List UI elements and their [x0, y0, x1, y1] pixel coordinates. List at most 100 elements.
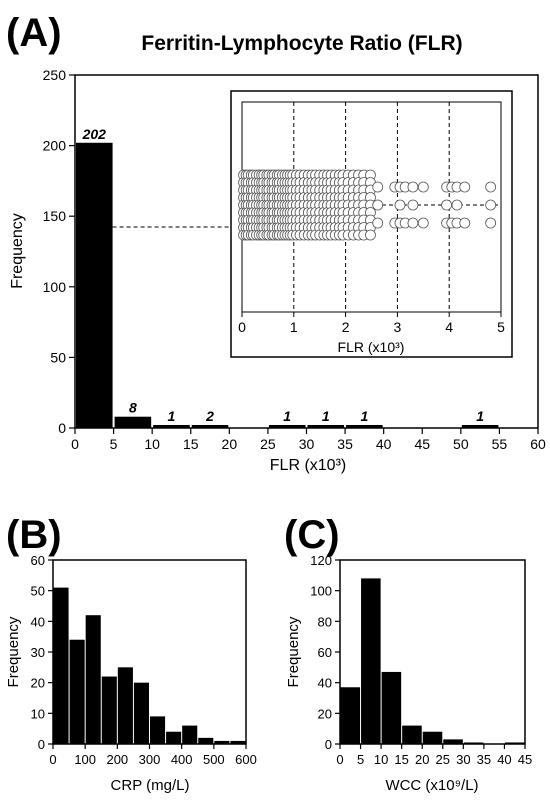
y-tick-label: 80: [318, 614, 332, 629]
x-tick-label: 40: [376, 436, 392, 452]
y-tick-label: 40: [318, 676, 332, 691]
x-tick-label: 20: [415, 752, 429, 767]
y-tick-label: 60: [318, 645, 332, 660]
inset-point: [417, 181, 429, 193]
y-ticks: 0 50 100 150 200 250: [43, 67, 75, 436]
x-tick-label: 35: [337, 436, 353, 452]
bar-value-label: 1: [476, 408, 484, 424]
inset-point: [485, 217, 497, 229]
x-tick-label: 40: [497, 752, 511, 767]
bar: [69, 639, 85, 744]
bar-value-label: 1: [322, 408, 330, 424]
bar-value-label: 8: [129, 400, 137, 416]
bar: [361, 578, 381, 744]
chart-title: Ferritin-Lymphocyte Ratio (FLR): [141, 32, 462, 55]
bar: [133, 682, 149, 744]
y-tick-label: 20: [318, 706, 332, 721]
y-tick-label: 50: [31, 584, 45, 599]
x-tick-label: 200: [106, 752, 128, 767]
inset-point: [394, 199, 406, 211]
x-tick-label: 10: [144, 436, 160, 452]
inset-point: [372, 181, 384, 193]
bar: [117, 667, 133, 744]
inset-x-tick-label: 2: [342, 319, 350, 335]
inset-scatter: 0 1 2 3 4 5 FLR (x10³): [230, 90, 513, 358]
y-tick-label: 100: [43, 279, 67, 295]
x-tick-label: 55: [492, 436, 508, 452]
y-ticks: 0 10 20 30 40 50 60: [31, 553, 53, 752]
bar-value-label: 2: [205, 408, 214, 424]
x-tick-label: 500: [203, 752, 225, 767]
x-tick-label: 15: [394, 752, 408, 767]
inset-point: [485, 199, 497, 211]
y-axis-label: Frequency: [9, 213, 26, 289]
bar: [443, 739, 463, 744]
x-tick-label: 15: [183, 436, 199, 452]
x-tick-label: 0: [49, 752, 56, 767]
bar: [101, 676, 117, 744]
bar: [463, 742, 484, 744]
y-tick-label: 10: [31, 706, 45, 721]
bar: [53, 587, 69, 744]
y-tick-label: 20: [31, 676, 45, 691]
y-tick-label: 60: [31, 553, 45, 568]
bar: [340, 687, 361, 744]
inset-x-tick-label: 1: [290, 319, 298, 335]
x-tick-label: 300: [139, 752, 161, 767]
bar: [346, 425, 383, 428]
bar: [214, 740, 230, 744]
y-axis-label: Frequency: [5, 616, 22, 687]
y-tick-label: 250: [43, 67, 67, 83]
inset-x-ticks: 0 1 2 3 4 5: [238, 312, 505, 335]
inset-point: [441, 199, 453, 211]
x-tick-label: 0: [71, 436, 79, 452]
inset-points: [238, 169, 497, 241]
inset-x-tick-label: 4: [445, 319, 453, 335]
inset-x-axis-label: FLR (x10³): [338, 339, 405, 355]
x-axis-label: CRP (mg/L): [111, 777, 190, 794]
bar: [461, 425, 499, 428]
bar: [422, 731, 443, 744]
x-tick-label: 60: [530, 436, 546, 452]
x-tick-label: 0: [336, 752, 343, 767]
bar: [153, 425, 190, 428]
bar-value-label: 1: [360, 408, 368, 424]
panel-b-letter: (B): [6, 513, 62, 557]
bar: [150, 716, 166, 744]
x-tick-label: 30: [299, 436, 315, 452]
bar: [230, 740, 246, 744]
inset-x-tick-label: 0: [238, 319, 246, 335]
x-tick-label: 5: [357, 752, 364, 767]
x-ticks: 0 5 10 15 20 25 30 35 40 45: [336, 744, 532, 767]
bar: [268, 425, 306, 428]
bar-value-label: 1: [168, 408, 176, 424]
x-tick-label: 50: [453, 436, 469, 452]
bar: [76, 142, 113, 428]
inset-x-tick-label: 5: [497, 319, 505, 335]
y-axis-label: Frequency: [285, 616, 302, 687]
inset-point: [407, 199, 419, 211]
x-tick-label: 45: [414, 436, 430, 452]
bars: [340, 578, 525, 744]
y-ticks: 0 20 40 60 80 100 120: [310, 553, 340, 752]
bar: [166, 731, 182, 744]
bar-value-label: 1: [283, 408, 291, 424]
inset-point: [407, 181, 419, 193]
inset-point: [459, 217, 471, 229]
y-tick-label: 0: [38, 737, 45, 752]
inset-point: [372, 217, 384, 229]
bar: [114, 416, 152, 428]
y-tick-label: 120: [310, 553, 332, 568]
y-tick-label: 100: [310, 584, 332, 599]
bar: [198, 737, 214, 744]
x-tick-label: 600: [235, 752, 257, 767]
x-ticks: 0 100 200 300 400 500 600: [49, 744, 257, 767]
panel-a-letter: (A): [6, 11, 62, 55]
x-tick-label: 25: [260, 436, 276, 452]
x-tick-label: 5: [110, 436, 118, 452]
x-axis-label: WCC (x10⁹/L): [385, 777, 478, 794]
bar: [182, 725, 198, 744]
x-ticks: 0 5 10 15 20 25 30 35 40 45 50 55 60: [71, 428, 546, 452]
inset-point: [417, 217, 429, 229]
